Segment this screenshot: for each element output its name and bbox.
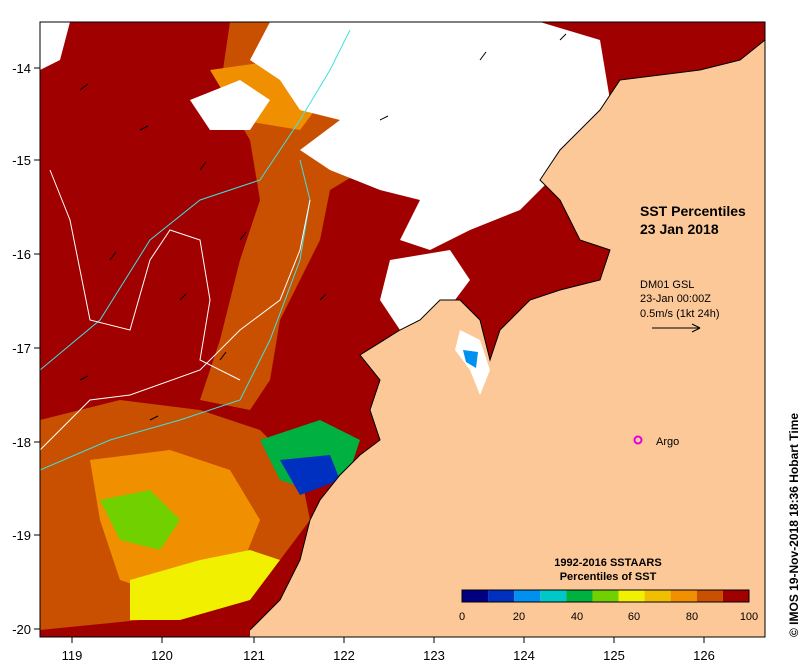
current-vector — [379, 115, 389, 121]
colorbar-tick: 0 — [459, 611, 465, 623]
land — [250, 22, 765, 637]
x-tick-label: 119 — [62, 648, 83, 663]
x-tick-label: 121 — [243, 648, 265, 663]
sst-region-green-patch — [100, 490, 180, 550]
bathymetry-contour-white — [49, 169, 241, 381]
colorbar-swatch — [540, 590, 567, 602]
colorbar-swatch — [644, 590, 671, 602]
colorbar-tick: 60 — [628, 611, 640, 623]
current-vector — [109, 251, 117, 261]
current-vector — [219, 351, 227, 361]
credit-text: © IMOS 19-Nov-2018 18:36 Hobart Time — [787, 413, 801, 637]
current-vector — [239, 231, 247, 241]
colorbar-tick-labels: 0 20 40 60 80 100 — [459, 611, 758, 623]
y-tick-label: -20 — [12, 622, 31, 637]
colorbar-tick: 100 — [740, 611, 758, 623]
x-tick-label: 125 — [603, 648, 625, 663]
colorbar-swatch — [618, 590, 645, 602]
current-vector — [79, 375, 89, 381]
x-axis: 119 120 121 122 123 124 125 126 — [62, 637, 715, 663]
current-vector — [559, 33, 567, 41]
bathymetry-contour-white-2 — [40, 199, 311, 451]
colorbar-tick: 20 — [513, 611, 525, 623]
colorbar-swatch — [462, 590, 489, 602]
colorbar-swatch — [514, 590, 541, 602]
x-tick-label: 120 — [151, 648, 173, 663]
no-data-cloud-west — [190, 80, 270, 130]
current-vector — [139, 125, 149, 131]
map-area — [40, 22, 765, 637]
current-scale-label: 0.5m/s (1kt 24h) — [640, 308, 719, 320]
x-tick-label: 126 — [693, 648, 715, 663]
sst-region-yellow — [130, 550, 280, 620]
colorbar-tick: 80 — [686, 611, 698, 623]
colorbar-swatch — [696, 590, 723, 602]
colorbar-swatch — [488, 590, 515, 602]
y-tick-label: -17 — [12, 341, 31, 356]
current-vector — [479, 51, 487, 61]
king-sound-blue-patch — [463, 350, 478, 368]
argo-float-marker — [633, 435, 643, 445]
no-data-cloud-north — [250, 22, 610, 250]
map-date: 23 Jan 2018 — [640, 221, 719, 237]
colorbar-swatch — [722, 590, 749, 602]
y-tick-label: -18 — [12, 435, 31, 450]
x-tick-label: 122 — [333, 648, 355, 663]
current-vector — [319, 293, 327, 301]
colorbar-swatch — [670, 590, 697, 602]
current-vectors — [79, 33, 567, 421]
current-vector — [199, 161, 207, 171]
sst-region-blue-coastal — [280, 455, 340, 495]
colorbar-swatch — [592, 590, 619, 602]
current-vector — [79, 83, 89, 91]
argo-label: Argo — [656, 436, 679, 448]
no-data-nw — [40, 22, 70, 70]
current-time-label: 23-Jan 00:00Z — [640, 293, 711, 305]
y-axis: -14 -15 -16 -17 -18 -19 -20 — [12, 61, 40, 637]
bathymetry-contour-cyan — [40, 29, 351, 371]
map-title: SST Percentiles — [640, 203, 746, 219]
arrow-head-icon — [691, 323, 701, 333]
y-tick-label: -14 — [12, 61, 31, 76]
colorbar — [461, 589, 750, 603]
colorbar-tick: 40 — [571, 611, 583, 623]
coastline — [249, 39, 765, 631]
y-tick-label: -16 — [12, 247, 31, 262]
colorbar-frame — [461, 589, 750, 603]
x-tick-label: 123 — [423, 648, 445, 663]
y-tick-label: -19 — [12, 528, 31, 543]
colorbar-swatch — [566, 590, 593, 602]
current-vector — [149, 415, 159, 421]
plot-frame — [39, 21, 766, 638]
x-tick-label: 124 — [513, 648, 535, 663]
y-tick-label: -15 — [12, 153, 31, 168]
colorbar-title: 1992-2016 SSTAARS — [554, 557, 661, 569]
current-model-label: DM01 GSL — [640, 279, 694, 291]
current-vector — [179, 293, 187, 301]
colorbar-subtitle: Percentiles of SST — [560, 571, 657, 583]
